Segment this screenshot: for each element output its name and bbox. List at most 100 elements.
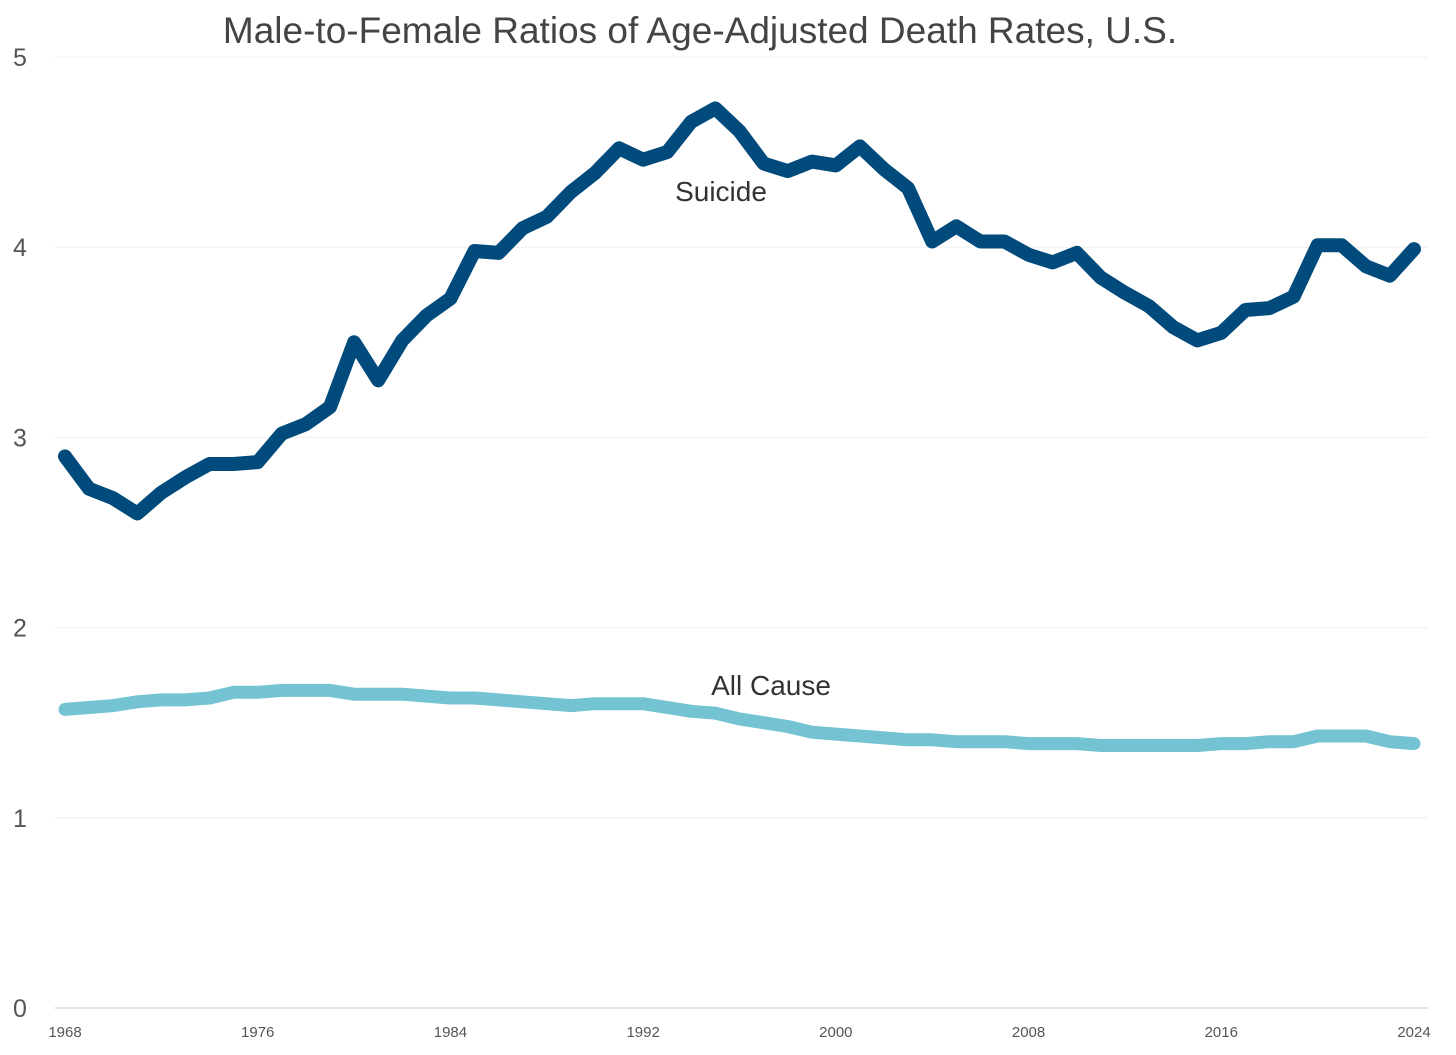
data-point-all-cause [858,734,862,738]
x-tick-label: 2008 [1012,1024,1045,1041]
data-point-suicide [521,226,525,230]
data-point-suicide [352,340,356,344]
data-point-all-cause [1268,740,1272,744]
data-point-suicide [713,106,717,110]
data-point-all-cause [448,696,452,700]
data-point-suicide [1364,264,1368,268]
data-point-suicide [1316,243,1320,247]
data-point-suicide [87,487,91,491]
data-point-suicide [786,169,790,173]
data-point-all-cause [1195,744,1199,748]
data-point-suicide [1268,306,1272,310]
x-tick-label: 1992 [626,1024,659,1041]
y-tick-label: 2 [13,615,27,643]
data-point-suicide [159,491,163,495]
data-point-suicide [135,512,139,516]
data-point-all-cause [954,740,958,744]
data-point-suicide [641,158,645,162]
data-point-suicide [208,462,212,466]
data-point-all-cause [497,698,501,702]
data-point-suicide [1219,331,1223,335]
data-point-all-cause [208,696,212,700]
data-point-all-cause [63,707,67,711]
data-point-all-cause [1075,742,1079,746]
data-point-all-cause [1316,734,1320,738]
data-point-suicide [424,314,428,318]
data-point-all-cause [159,698,163,702]
data-point-all-cause [689,709,693,713]
data-point-all-cause [87,706,91,710]
data-point-all-cause [545,702,549,706]
y-tick-label: 3 [13,424,27,452]
data-point-all-cause [617,702,621,706]
data-point-all-cause [280,688,284,692]
data-point-all-cause [1219,742,1223,746]
data-point-all-cause [1243,742,1247,746]
data-point-suicide [665,150,669,154]
data-point-suicide [1171,325,1175,329]
data-point-suicide [810,160,814,164]
data-point-all-cause [135,700,139,704]
data-point-suicide [497,251,501,255]
data-point-suicide [738,129,742,133]
data-point-suicide [1388,274,1392,278]
data-point-all-cause [641,702,645,706]
data-point-all-cause [665,706,669,710]
data-point-suicide [1195,338,1199,342]
data-point-suicide [1412,247,1416,251]
data-point-suicide [689,120,693,124]
data-point-suicide [328,405,332,409]
x-axis-ticks: 1968 1976 1984 1992 2000 2008 2016 2024 [48,1024,1430,1041]
x-tick-label: 1976 [241,1024,274,1041]
data-point-suicide [545,215,549,219]
data-point-all-cause [930,738,934,742]
data-point-suicide [617,146,621,150]
data-point-suicide [593,171,597,175]
data-point-all-cause [1171,744,1175,748]
data-point-suicide [569,190,573,194]
data-point-all-cause [328,688,332,692]
data-point-all-cause [111,704,115,708]
data-point-all-cause [738,717,742,721]
x-tick-label: 2024 [1397,1024,1430,1041]
data-point-suicide [111,496,115,500]
data-point-all-cause [1364,734,1368,738]
data-point-suicide [978,240,982,244]
y-tick-label: 5 [13,44,27,72]
data-point-suicide [1003,240,1007,244]
data-point-all-cause [593,702,597,706]
x-tick-label: 2000 [819,1024,852,1041]
x-tick-label: 1968 [48,1024,81,1041]
data-point-all-cause [713,711,717,715]
data-point-all-cause [1123,744,1127,748]
data-point-all-cause [1051,742,1055,746]
data-point-all-cause [352,692,356,696]
data-point-suicide [376,378,380,382]
data-point-suicide [1123,291,1127,295]
data-point-suicide [882,167,886,171]
data-point-all-cause [1003,740,1007,744]
data-point-suicide [448,297,452,301]
data-point-suicide [1075,251,1079,255]
data-point-all-cause [1292,740,1296,744]
data-point-suicide [304,422,308,426]
x-tick-label: 2016 [1205,1024,1238,1041]
chart-title: Male-to-Female Ratios of Age-Adjusted De… [223,10,1177,51]
data-point-suicide [906,186,910,190]
data-point-all-cause [1340,734,1344,738]
data-point-all-cause [521,700,525,704]
series-line-all-cause [58,683,1421,752]
data-point-suicide [930,240,934,244]
data-point-suicide [858,144,862,148]
data-point-all-cause [1147,744,1151,748]
data-point-suicide [954,224,958,228]
data-point-suicide [400,338,404,342]
x-tick-label: 1984 [434,1024,467,1041]
data-point-suicide [1027,253,1031,257]
data-point-suicide [1051,260,1055,264]
data-point-all-cause [762,721,766,725]
data-point-all-cause [304,688,308,692]
data-point-all-cause [376,692,380,696]
data-point-all-cause [906,738,910,742]
